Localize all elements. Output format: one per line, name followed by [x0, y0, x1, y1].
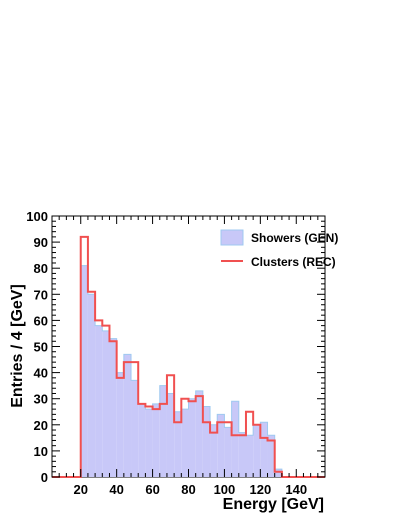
clusters-rec-histogram — [52, 235, 325, 478]
gen-bar-120 — [260, 422, 268, 477]
y-tick-label: 70 — [34, 287, 48, 302]
gen-bar-112 — [245, 435, 254, 477]
x-tick-label: 20 — [74, 482, 88, 497]
y-tick-label: 90 — [34, 235, 48, 250]
gen-bar-68 — [166, 393, 175, 477]
y-tick-label: 100 — [26, 209, 48, 224]
gen-bar-28 — [95, 325, 103, 477]
gen-bar-60 — [152, 403, 160, 477]
gen-bar-36 — [109, 338, 117, 477]
gen-bar-108 — [238, 432, 246, 477]
gen-bar-64 — [159, 385, 167, 477]
gen-bar-56 — [145, 409, 153, 477]
gen-bar-80 — [188, 398, 196, 477]
y-tick-label: 30 — [34, 392, 48, 407]
gen-bar-44 — [123, 354, 132, 477]
legend-label-clusters-rec: Clusters (REC) — [251, 255, 336, 269]
y-axis: 0 10 20 30 40 50 60 70 80 90 100 — [26, 209, 325, 485]
y-tick-label: 50 — [34, 340, 48, 355]
y-tick-label: 60 — [34, 313, 48, 328]
gen-bar-48 — [131, 380, 139, 477]
y-tick-label: 40 — [34, 366, 48, 381]
x-tick-label: 40 — [109, 482, 123, 497]
x-tick-label: 120 — [249, 482, 271, 497]
x-tick-label: 60 — [145, 482, 159, 497]
gen-bar-20 — [80, 265, 88, 477]
gen-bar-128 — [274, 469, 282, 477]
gen-bar-100 — [224, 427, 232, 477]
legend-swatch-showers-gen — [220, 229, 244, 246]
y-tick-label: 10 — [34, 444, 48, 459]
gen-bar-52 — [138, 403, 146, 477]
gen-bar-116 — [253, 424, 261, 477]
legend-label-showers-gen: Showers (GEN) — [251, 231, 338, 245]
gen-bar-24 — [87, 294, 96, 477]
y-tick-label: 80 — [34, 261, 48, 276]
gen-bar-76 — [181, 409, 189, 477]
gen-bar-124 — [267, 435, 275, 477]
gen-bar-40 — [116, 372, 124, 477]
x-tick-label: 100 — [214, 482, 236, 497]
showers-gen-histogram — [80, 265, 283, 477]
y-tick-label: 20 — [34, 418, 48, 433]
x-axis: 20 40 60 80 100 120 140 — [51, 216, 326, 497]
gen-bar-96 — [217, 414, 225, 477]
x-tick-label: 140 — [285, 482, 307, 497]
y-tick-label: 0 — [41, 470, 48, 485]
gen-bar-84 — [195, 390, 203, 477]
x-axis-title: Energy [GeV] — [223, 496, 324, 513]
legend: Showers (GEN) Clusters (REC) — [220, 229, 338, 269]
gen-bar-88 — [202, 406, 211, 477]
gen-bar-32 — [102, 330, 110, 477]
y-axis-title: Entries / 4 [GeV] — [9, 284, 26, 408]
x-tick-label: 80 — [181, 482, 195, 497]
gen-bar-92 — [210, 424, 218, 477]
gen-bar-104 — [231, 401, 239, 477]
gen-bar-72 — [174, 411, 182, 477]
